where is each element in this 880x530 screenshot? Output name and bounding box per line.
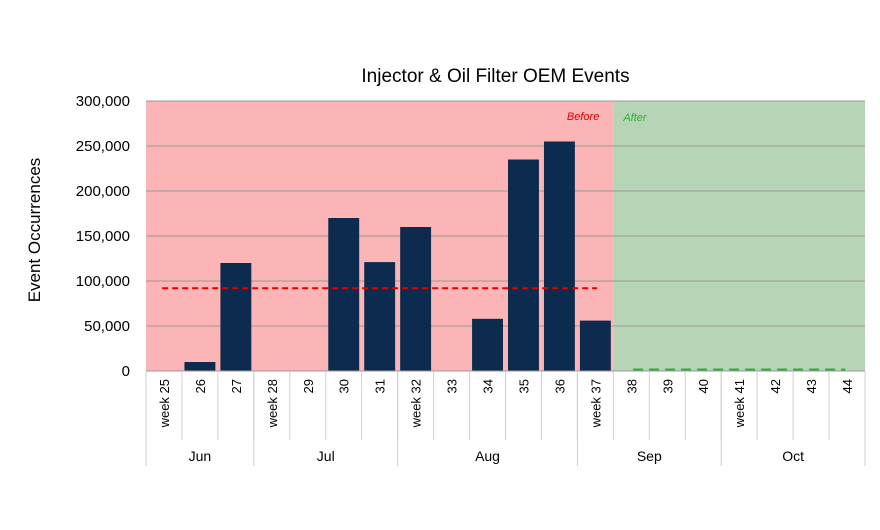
after-label: After (622, 112, 648, 124)
bar (364, 262, 396, 371)
gridlines (146, 100, 865, 327)
x-tick-label: 39 (660, 379, 675, 393)
x-tick-label: 43 (804, 379, 819, 393)
x-tick-label: 29 (301, 379, 316, 393)
bar (472, 318, 503, 371)
month-label: Oct (782, 448, 804, 464)
x-tick-label: 35 (516, 379, 531, 393)
month-label: Sep (637, 448, 662, 464)
y-axis-label: Event Occurrences (25, 158, 44, 303)
before-label: Before (567, 111, 599, 123)
y-tick-label: 150,000 (76, 228, 130, 245)
month-label: Jun (189, 448, 212, 464)
x-tick-label: 40 (696, 379, 711, 393)
chart-title: Injector & Oil Filter OEM Events (361, 66, 629, 87)
y-tick-label: 50,000 (84, 318, 130, 335)
x-tick-label: 30 (337, 379, 352, 393)
x-tick-label: 34 (481, 379, 496, 393)
bars (184, 141, 611, 371)
y-tick-label: 300,000 (76, 93, 130, 110)
x-tick-label: 31 (373, 379, 388, 393)
bar (220, 263, 252, 371)
bar (400, 227, 432, 371)
x-axis: week 25 26 27 week 28 29 30 31 week 32 33 34 35 36 w… (145, 370, 866, 466)
bar (328, 218, 360, 371)
bar (508, 159, 539, 371)
bar (579, 320, 611, 371)
bar (543, 141, 575, 371)
x-tick-label: 26 (193, 379, 208, 393)
y-tick-label: 200,000 (76, 183, 130, 200)
x-tick-label: 38 (624, 379, 639, 393)
x-tick-label: 44 (840, 379, 855, 393)
x-tick-label: 27 (229, 379, 244, 393)
y-tick-label: 0 (122, 363, 130, 380)
y-tick-label: 250,000 (76, 138, 130, 155)
month-label: Jul (317, 448, 335, 464)
x-tick-label: week 37 (588, 379, 603, 428)
month-label: Aug (475, 448, 500, 464)
x-tick-label: week 32 (409, 379, 424, 428)
y-tick-label: 100,000 (76, 273, 130, 290)
y-tick-labels: 0 50,000 100,000 150,000 200,000 250,000 300,0… (76, 93, 130, 380)
x-tick-label: 42 (768, 379, 783, 393)
x-tick-label: week 41 (732, 379, 747, 428)
x-tick-label: 33 (445, 379, 460, 393)
bar (184, 362, 216, 371)
x-tick-label: week 25 (157, 379, 172, 428)
x-tick-label: week 28 (265, 379, 280, 428)
x-tick-label: 36 (552, 379, 567, 393)
